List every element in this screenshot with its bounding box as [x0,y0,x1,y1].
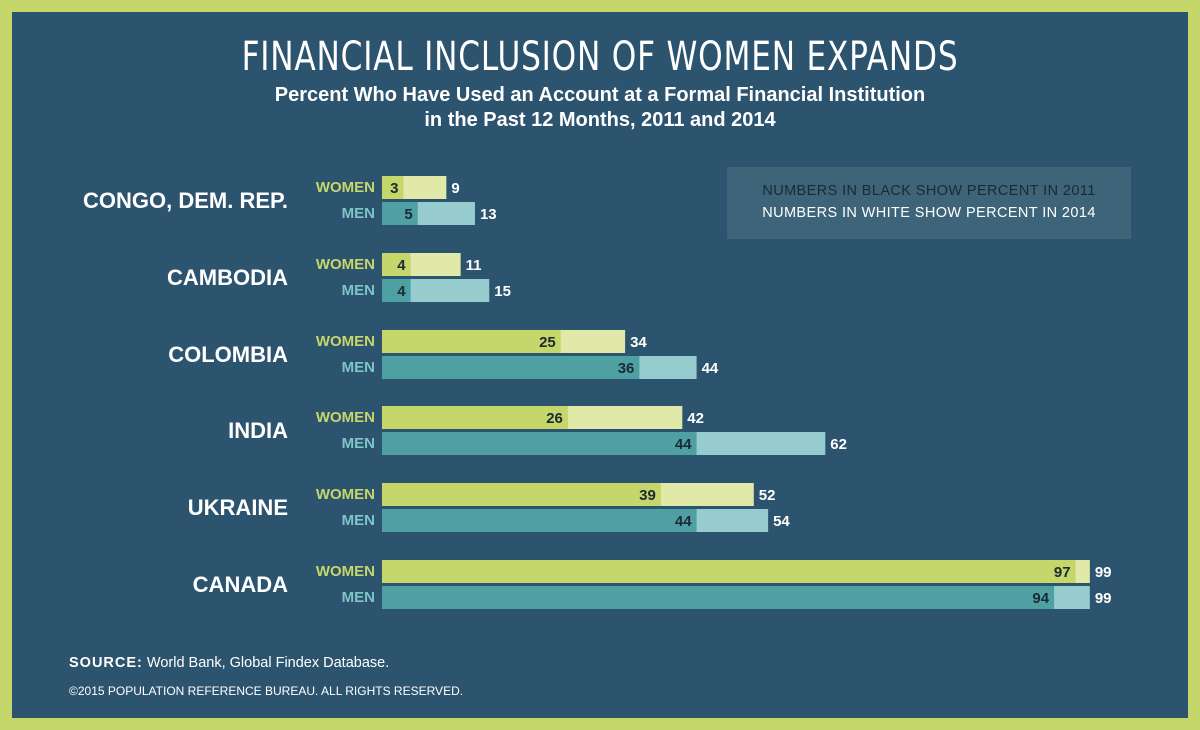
group-label-cambodia-men: MEN [341,282,375,299]
country-label-congo-dem-rep: CONGO, DEM. REP. [83,188,288,213]
value-label-congo-dem-rep-women-2014: 9 [451,180,459,197]
value-label-canada-men-2011: 94 [1032,590,1049,607]
country-label-canada: CANADA [192,572,288,597]
chart-frame: FINANCIAL INCLUSION OF WOMEN EXPANDS Per… [12,12,1188,718]
value-label-colombia-women-2014: 34 [630,334,647,351]
group-label-cambodia-women: WOMEN [315,256,375,273]
bar-canada-men-2011 [382,586,1055,609]
value-label-cambodia-women-2014: 11 [466,257,482,274]
chart-subtitle-line-2: in the Past 12 Months, 2011 and 2014 [424,109,776,131]
country-label-india: INDIA [228,418,288,443]
group-label-colombia-women: WOMEN [315,333,375,350]
bar-india-women-2011 [382,406,568,429]
value-label-cambodia-women-2011: 4 [397,257,406,274]
value-label-congo-dem-rep-women-2011: 3 [390,180,398,197]
bar-ukraine-men-2011 [382,509,697,532]
legend-note: NUMBERS IN BLACK SHOW PERCENT IN 2011 NU… [727,167,1131,239]
value-label-ukraine-men-2011: 44 [675,513,692,530]
value-label-ukraine-women-2014: 52 [759,487,776,504]
value-label-india-men-2011: 44 [675,436,692,453]
bar-colombia-women-2011 [382,330,561,353]
group-label-ukraine-men: MEN [341,512,375,529]
value-label-congo-dem-rep-men-2011: 5 [404,206,412,223]
chart-subtitle-line-1: Percent Who Have Used an Account at a Fo… [274,84,926,106]
bar-cambodia-women-2011 [382,253,411,276]
copyright-text: ©2015 POPULATION REFERENCE BUREAU. ALL R… [69,684,464,698]
bar-colombia-men-2011 [382,356,640,379]
value-label-colombia-men-2014: 44 [702,360,719,377]
value-label-india-women-2011: 26 [546,410,563,427]
group-label-canada-women: WOMEN [315,563,375,580]
value-label-cambodia-men-2011: 4 [397,283,406,300]
group-label-congo-dem-rep-women: WOMEN [315,179,375,196]
source-line: SOURCE: World Bank, Global Findex Databa… [69,655,389,671]
group-label-colombia-men: MEN [341,359,375,376]
value-label-india-men-2014: 62 [830,436,847,453]
legend-note-2011: NUMBERS IN BLACK SHOW PERCENT IN 2011 [762,183,1096,199]
value-label-cambodia-men-2014: 15 [494,283,511,300]
bar-cambodia-men-2011 [382,279,411,302]
value-label-ukraine-women-2011: 39 [639,487,656,504]
source-text: World Bank, Global Findex Database. [146,655,390,671]
group-label-ukraine-women: WOMEN [315,486,375,503]
value-label-canada-women-2011: 97 [1054,564,1071,581]
country-label-ukraine: UKRAINE [187,495,288,520]
value-label-canada-women-2014: 99 [1095,564,1112,581]
source-label: SOURCE: [69,655,143,671]
value-label-colombia-women-2011: 25 [539,334,556,351]
bar-india-men-2011 [382,432,697,455]
value-label-india-women-2014: 42 [687,410,704,427]
value-label-congo-dem-rep-men-2014: 13 [480,206,497,223]
legend-note-2014: NUMBERS IN WHITE SHOW PERCENT IN 2014 [762,205,1096,221]
country-label-colombia: COLOMBIA [168,342,288,367]
bar-ukraine-women-2011 [382,483,661,506]
bar-congo-dem-rep-women-2011 [382,176,404,199]
value-label-canada-men-2014: 99 [1095,590,1112,607]
value-label-colombia-men-2011: 36 [618,360,635,377]
group-label-congo-dem-rep-men: MEN [341,205,375,222]
bar-congo-dem-rep-men-2011 [382,202,418,225]
group-label-canada-men: MEN [341,589,375,606]
country-label-cambodia: CAMBODIA [167,265,288,290]
value-label-ukraine-men-2014: 54 [773,513,790,530]
group-label-india-men: MEN [341,435,375,452]
group-label-india-women: WOMEN [315,409,375,426]
bar-canada-women-2011 [382,560,1076,583]
chart-title: FINANCIAL INCLUSION OF WOMEN EXPANDS [241,34,959,80]
